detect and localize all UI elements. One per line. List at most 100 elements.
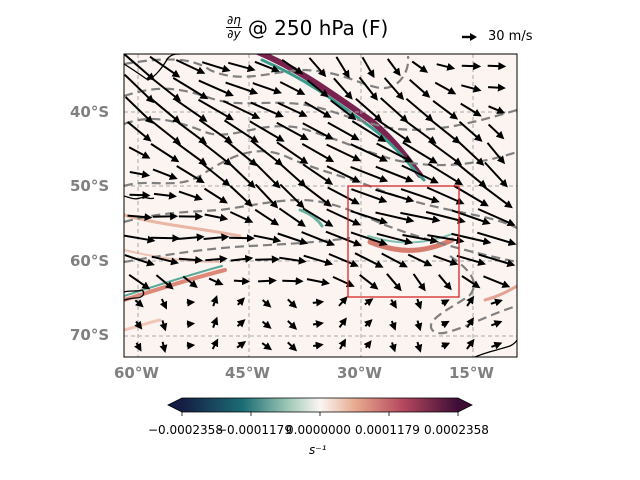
wind-vector-arrow xyxy=(325,230,362,247)
wind-vector-arrow xyxy=(253,234,282,244)
wind-vector-arrow xyxy=(376,142,413,163)
wind-vector-arrow xyxy=(364,298,374,307)
wind-vector-arrow xyxy=(128,273,151,290)
wind-vector-arrow xyxy=(441,342,451,350)
wind-vector-arrow xyxy=(414,320,423,332)
wind-vector-arrow xyxy=(405,97,434,122)
wind-vector-arrow xyxy=(458,121,483,142)
wind-vector-arrow xyxy=(409,79,431,98)
wind-vector-arrow xyxy=(402,234,439,245)
wind-vector-arrow xyxy=(350,143,388,162)
wind-vector-arrow xyxy=(124,254,155,267)
wind-vector-arrow xyxy=(287,320,298,330)
wind-vector-arrow xyxy=(433,254,459,266)
wind-vector-arrow xyxy=(402,141,438,164)
wind-vector-arrow xyxy=(287,341,298,352)
wind-vector-arrow xyxy=(178,255,204,264)
wind-vector-arrow xyxy=(490,298,503,307)
wind-vector-arrow xyxy=(124,54,156,81)
wind-vector-arrow xyxy=(226,160,256,189)
wind-vector-arrow xyxy=(477,231,517,246)
title-text: @ 250 hPa (F) xyxy=(247,15,389,40)
wind-vector-arrow xyxy=(466,338,475,350)
wind-vector-arrow xyxy=(208,277,224,286)
wind-vector-arrow xyxy=(440,320,450,329)
wind-vector-arrow xyxy=(201,61,231,73)
wind-vector-arrow xyxy=(223,119,259,143)
wind-vector-arrow xyxy=(350,165,389,183)
wind-vector-arrow xyxy=(466,317,474,329)
wind-vector-arrow xyxy=(440,299,450,307)
wind-vector-arrow xyxy=(178,190,203,201)
wind-vector-arrow xyxy=(306,79,329,98)
highlight-region-box xyxy=(347,185,460,298)
wind-vector-arrow xyxy=(134,299,144,308)
wind-vector-arrow xyxy=(488,83,506,92)
wind-vector-arrow xyxy=(363,340,372,349)
lon-label-60w: 60°W xyxy=(114,364,159,382)
wind-vector-arrow xyxy=(200,162,231,187)
lat-label-60s: 60°S xyxy=(70,252,110,270)
wind-vector-arrow xyxy=(401,164,439,184)
wind-vector-arrow xyxy=(302,207,334,227)
wind-vector-arrow xyxy=(354,252,384,268)
wind-vector-arrow xyxy=(454,161,487,188)
wind-vector-arrow xyxy=(330,99,357,121)
wind-vector-arrow xyxy=(302,163,334,185)
wind-vector-arrow xyxy=(203,187,228,204)
wind-vector-arrow xyxy=(477,208,516,227)
wind-vector-arrow xyxy=(478,253,516,268)
wind-vector-arrow xyxy=(434,81,457,95)
plot-title: ∂η ∂y @ 250 hPa (F) xyxy=(226,14,388,41)
wind-vector-arrow xyxy=(177,233,205,242)
wind-vector-arrow xyxy=(304,101,332,118)
wind-vector-arrow xyxy=(228,61,256,73)
wind-vector-arrow xyxy=(350,231,388,247)
wind-vector-arrow xyxy=(150,143,180,163)
wind-vector-arrow xyxy=(400,188,440,204)
wind-vector-arrow xyxy=(150,234,181,243)
wind-vector-arrow xyxy=(301,143,335,163)
wind-vector-arrow xyxy=(252,82,282,95)
wind-vector-arrow xyxy=(182,275,198,288)
wind-vector-arrow xyxy=(386,273,402,292)
wind-vector-arrow xyxy=(338,317,347,328)
wind-vector-arrow xyxy=(278,161,307,188)
wind-vector-arrow xyxy=(152,168,178,180)
wind-vector-arrow xyxy=(338,338,346,350)
wind-vector-arrow xyxy=(134,342,142,352)
wind-vector-arrow xyxy=(326,165,361,183)
wind-vector-arrow xyxy=(461,62,482,71)
wind-vector-arrow xyxy=(236,341,247,349)
wind-vector-arrow xyxy=(436,62,456,71)
wind-vector-arrow xyxy=(429,118,461,144)
map-frame xyxy=(123,53,518,358)
wind-vector-arrow xyxy=(460,102,482,117)
wind-vector-arrow xyxy=(358,76,378,101)
wind-vector-arrow xyxy=(124,73,155,104)
wind-vector-arrow xyxy=(486,142,506,165)
lon-label-45w: 45°W xyxy=(225,364,270,382)
wind-vector-arrow xyxy=(350,210,389,225)
wind-vector-arrow xyxy=(128,146,151,159)
wind-vector-arrow xyxy=(427,162,464,186)
wind-vector-arrow xyxy=(229,234,255,243)
wind-vector-arrow xyxy=(225,81,259,95)
wind-vector-arrow xyxy=(312,298,325,307)
wind-vector-arrow xyxy=(303,254,334,266)
wind-vector-arrow xyxy=(127,213,153,222)
wind-vector-arrow xyxy=(302,122,334,140)
lon-label-15w: 15°W xyxy=(449,364,494,382)
wind-vector-arrow xyxy=(432,100,459,120)
wind-vector-arrow xyxy=(456,254,487,266)
wind-vector-arrow xyxy=(148,75,182,102)
wind-vector-arrow xyxy=(383,77,405,101)
wind-vector-arrow xyxy=(425,211,466,224)
wind-vector-arrow xyxy=(479,183,513,209)
wind-vector-arrow xyxy=(279,256,307,265)
wind-vector-arrow xyxy=(306,278,330,287)
wind-vector-arrow xyxy=(254,208,280,226)
wind-vector-arrow xyxy=(173,118,208,145)
wind-vector-arrow xyxy=(389,320,397,331)
quiver-key: 30 m/s xyxy=(462,29,533,44)
